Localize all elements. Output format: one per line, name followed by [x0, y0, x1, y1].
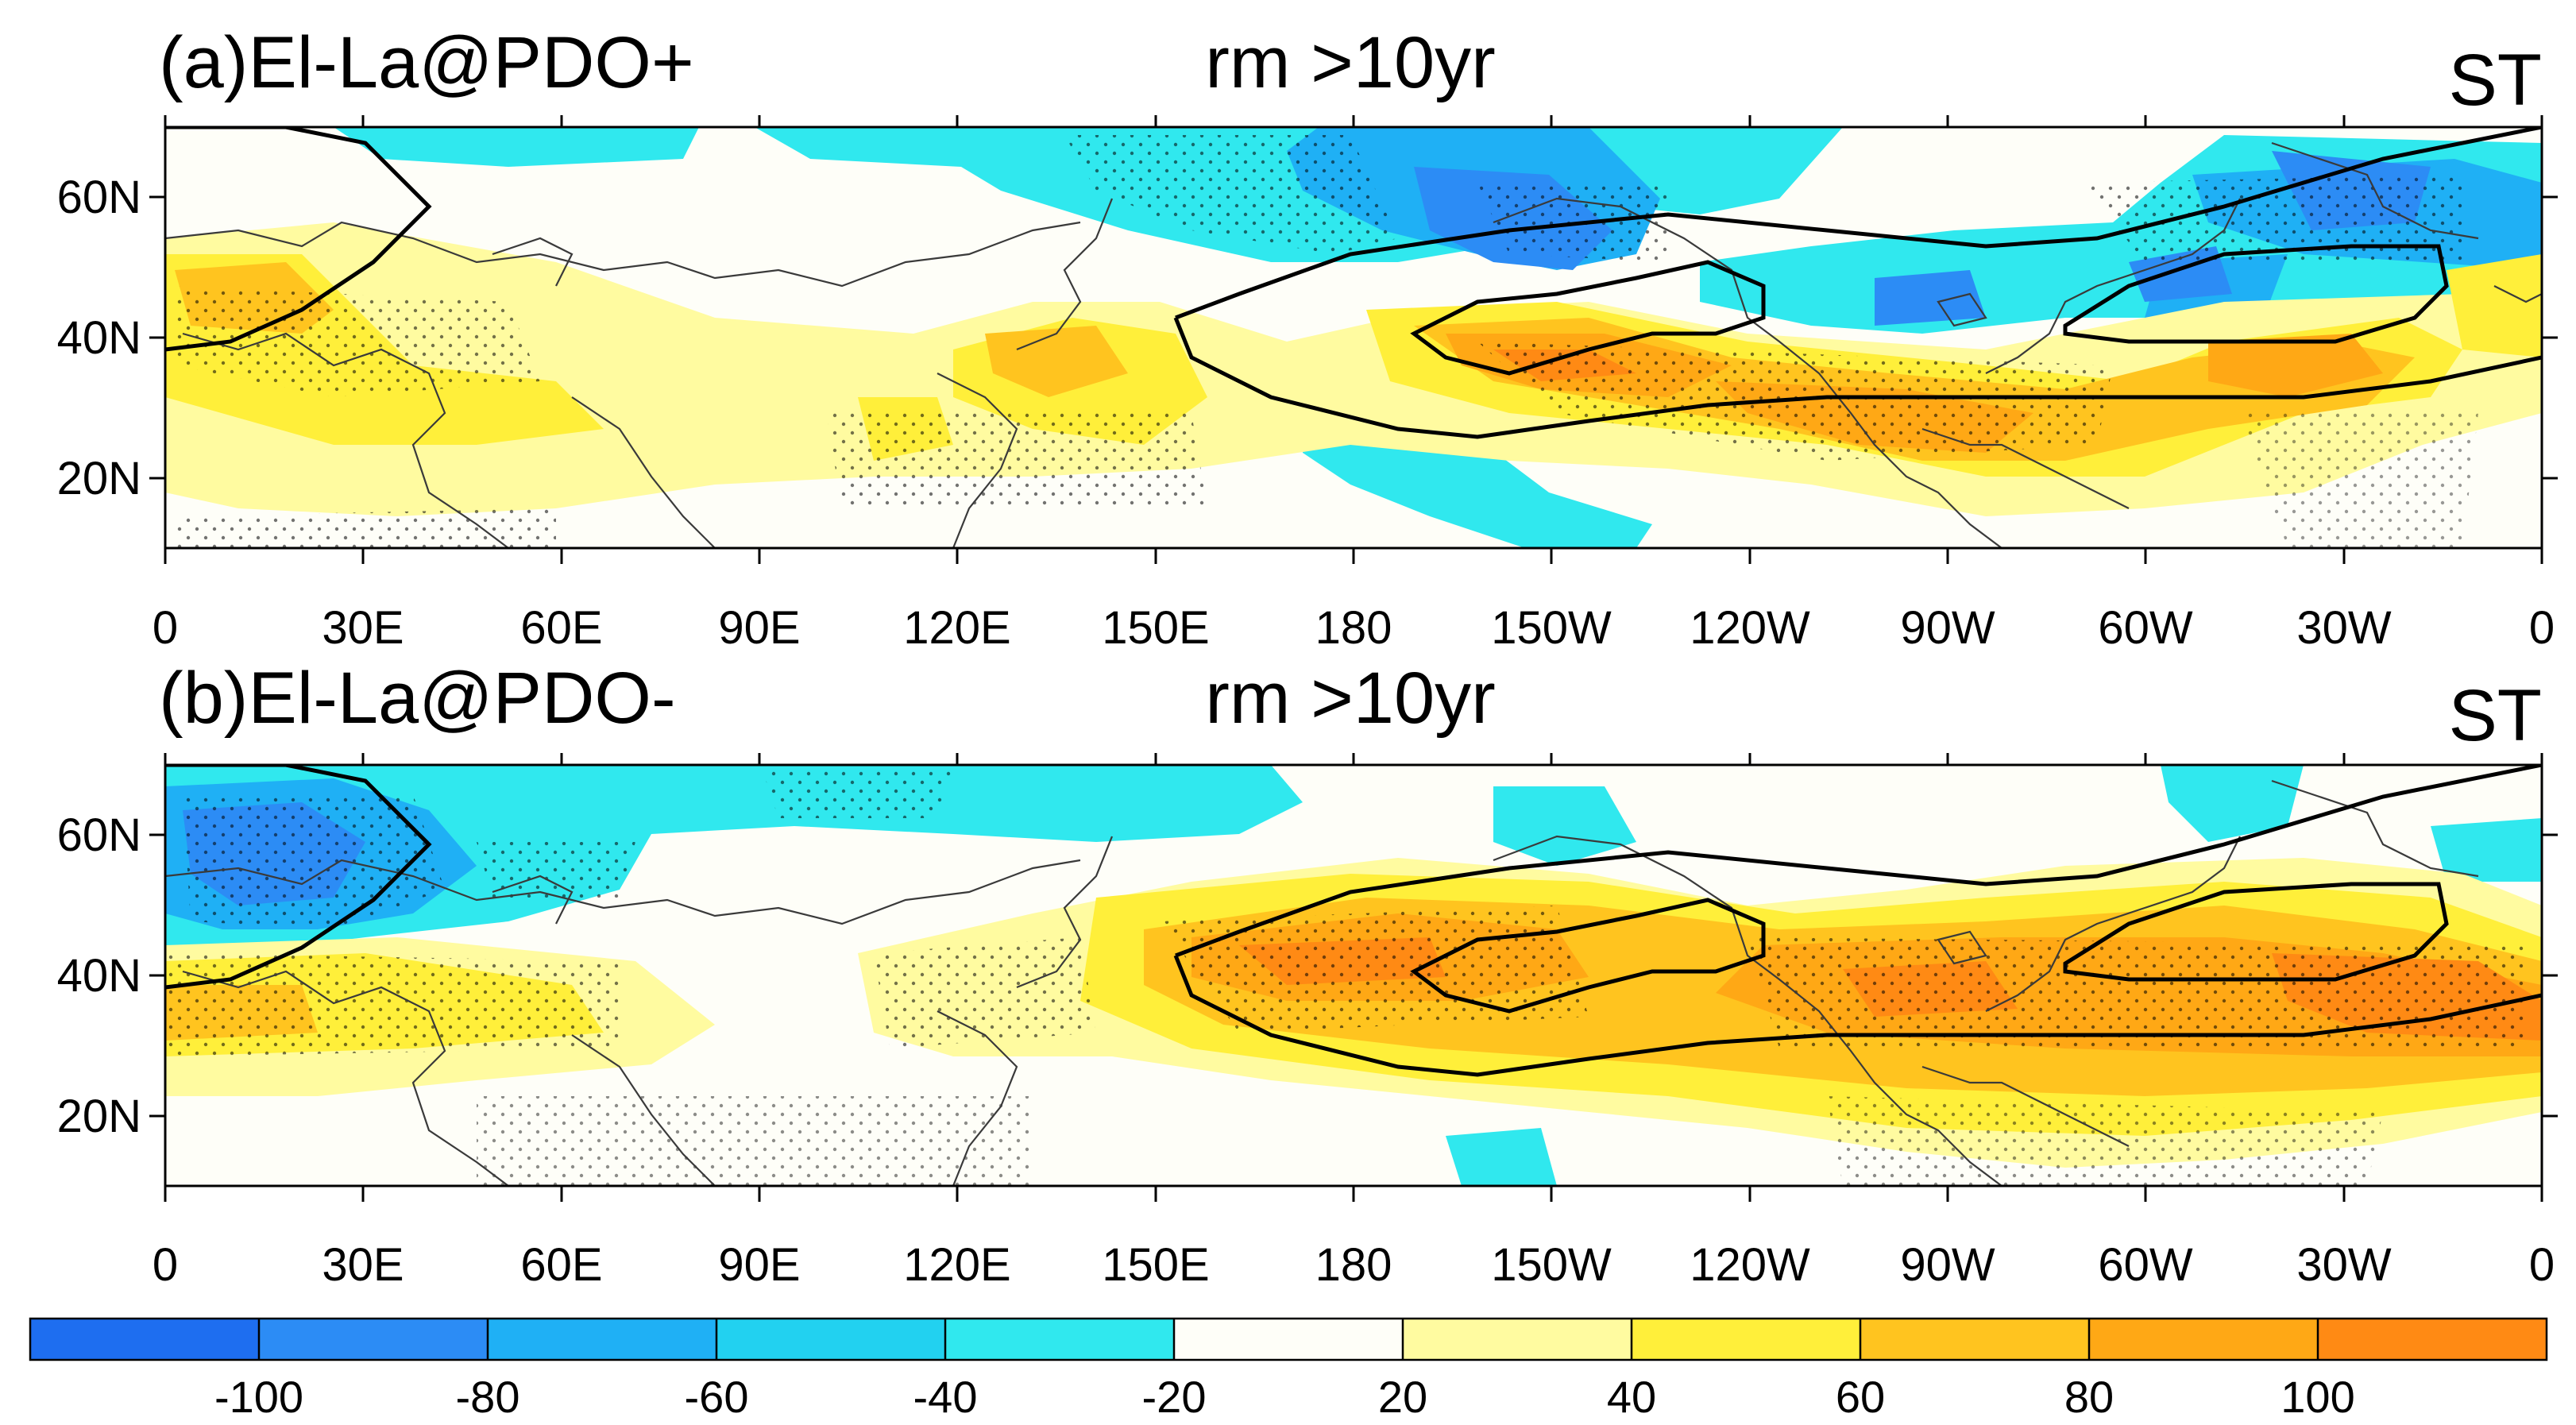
panel-a-lon-label: 120W [1690, 602, 1810, 654]
panel-a-lon-label: 60W [2098, 602, 2193, 654]
colorbar-label: -20 [1142, 1372, 1207, 1422]
panel-a-lon-label: 60E [520, 602, 602, 654]
colorbar-swatch [1403, 1319, 1632, 1360]
panel-b-map [165, 765, 2542, 1186]
panel-b-lon-label: 90E [718, 1239, 800, 1291]
panel-b-coastlines [165, 779, 2479, 1186]
colorbar-swatch [1860, 1319, 2089, 1360]
colorbar-label: 60 [1836, 1372, 1885, 1422]
colorbar-label: 40 [1607, 1372, 1656, 1422]
panel-b-lon-label: 60E [520, 1239, 602, 1291]
panel-a-lon-label: 0 [2529, 602, 2555, 654]
colorbar-label: -100 [214, 1372, 303, 1422]
panel-b-lon-label: 0 [153, 1239, 178, 1291]
colorbar-swatch [488, 1319, 716, 1360]
panel-b-title-right: ST [2448, 675, 2542, 756]
panel-b-lon-label: 120E [903, 1239, 1010, 1291]
panel-a-lon-label: 150W [1491, 602, 1612, 654]
colorbar-label: 20 [1378, 1372, 1427, 1422]
panel-a-lon-label: 90W [1900, 602, 1995, 654]
panel-b-axes [149, 753, 2558, 1202]
panel-b-lat-label: 40N [57, 950, 141, 1002]
panel-b-title-left: (b)El-La@PDO- [159, 658, 676, 739]
panel-a-lon-label: 30E [322, 602, 404, 654]
panel-a-lon-label: 180 [1315, 602, 1392, 654]
colorbar-swatch [2089, 1319, 2318, 1360]
panel-a-lon-label: 150E [1102, 602, 1209, 654]
panel-b-lon-label: 30W [2296, 1239, 2392, 1291]
panel-b-lon-labels: 0 30E 60E 90E 120E 150E 180 150W 120W 90… [153, 1239, 2555, 1291]
colorbar-swatch [716, 1319, 945, 1360]
panel-a-lat-label: 20N [57, 453, 141, 504]
panel-b-lon-label: 60W [2098, 1239, 2193, 1291]
colorbar-label: -80 [456, 1372, 520, 1422]
panel-b-lon-label: 90W [1900, 1239, 1995, 1291]
panel-a-map [165, 127, 2542, 548]
panel-b-lon-label: 120W [1690, 1239, 1810, 1291]
colorbar-label: -60 [685, 1372, 749, 1422]
panel-b-lon-label: 150E [1102, 1239, 1209, 1291]
panel-a-lon-label: 30W [2296, 602, 2392, 654]
panel-b-lat-label: 20N [57, 1091, 141, 1142]
panel-a-title-center: rm >10yr [1205, 22, 1496, 103]
panel-a-title-right: ST [2448, 40, 2542, 121]
panel-a-lon-label: 90E [718, 602, 800, 654]
colorbar-swatch [945, 1319, 1174, 1360]
colorbar: -100 -80 -60 -40 -20 20 40 60 80 100 [29, 1317, 2548, 1422]
panel-b-lat-label: 60N [57, 809, 141, 861]
panel-b-lon-label: 180 [1315, 1239, 1392, 1291]
colorbar-swatch [30, 1319, 259, 1360]
colorbar-labels: -100 -80 -60 -40 -20 20 40 60 80 100 [214, 1372, 2355, 1422]
colorbar-label: 80 [2064, 1372, 2114, 1422]
panel-b-title-center: rm >10yr [1205, 658, 1496, 739]
panel-a-lat-labels: 60N 40N 20N [57, 172, 141, 504]
colorbar-swatches [30, 1319, 2547, 1360]
panel-a-lat-label: 40N [57, 312, 141, 364]
colorbar-swatch [2318, 1319, 2547, 1360]
panel-b-lon-label: 150W [1491, 1239, 1612, 1291]
panel-b-lat-labels: 60N 40N 20N [57, 809, 141, 1142]
panel-a: (a)El-La@PDO+ rm >10yr ST [57, 22, 2558, 654]
panel-a-coastlines [165, 141, 2542, 548]
colorbar-swatch [259, 1319, 488, 1360]
panel-a-lon-label: 0 [153, 602, 178, 654]
colorbar-swatch [1632, 1319, 1860, 1360]
panel-a-contours [165, 127, 2542, 439]
colorbar-label: 100 [2281, 1372, 2354, 1422]
panel-b: (b)El-La@PDO- rm >10yr ST [57, 658, 2558, 1291]
panel-a-stippling [175, 135, 2478, 548]
panel-a-lon-label: 120E [903, 602, 1010, 654]
panel-a-axes [149, 115, 2558, 564]
panel-b-contours [165, 765, 2542, 1077]
panel-b-lon-label: 0 [2529, 1239, 2555, 1291]
colorbar-label: -40 [913, 1372, 978, 1422]
panel-a-title-left: (a)El-La@PDO+ [159, 22, 694, 103]
panel-a-lat-label: 60N [57, 172, 141, 223]
panel-b-lon-label: 30E [322, 1239, 404, 1291]
panel-a-lon-labels: 0 30E 60E 90E 120E 150E 180 150W 120W 90… [153, 602, 2555, 654]
colorbar-swatch [1174, 1319, 1403, 1360]
